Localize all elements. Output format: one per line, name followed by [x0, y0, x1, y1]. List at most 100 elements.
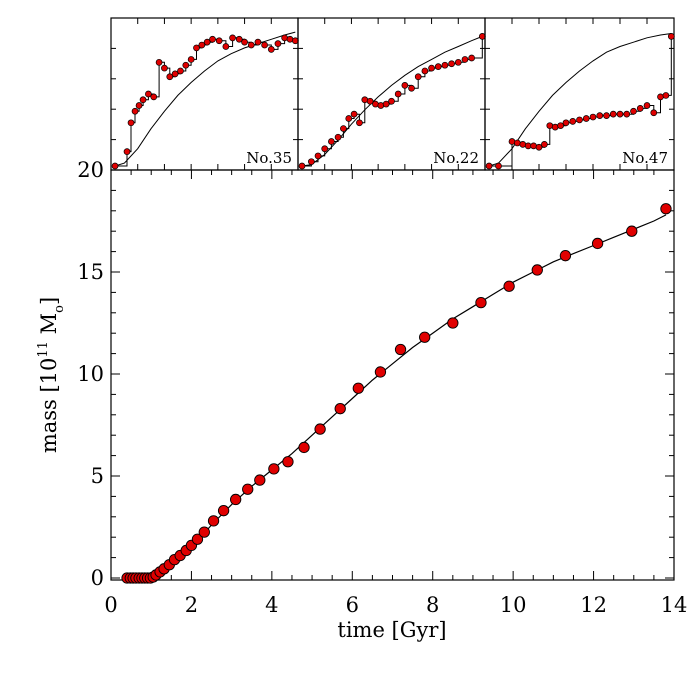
inset-data-point	[421, 67, 429, 75]
inset-data-point	[551, 123, 559, 131]
inset-data-point	[541, 141, 548, 148]
inset-data-points	[111, 34, 299, 170]
inset-data-point	[308, 158, 315, 166]
x-tick-label: 10	[500, 593, 527, 617]
inset-data-point	[356, 119, 363, 127]
inset-model-curve	[301, 35, 483, 167]
inset-data-point	[667, 33, 675, 40]
inset-data-point	[222, 43, 230, 50]
inset-data-point	[127, 119, 135, 127]
x-tick-label: 14	[661, 593, 688, 617]
data-point	[207, 515, 220, 527]
inset-data-point	[193, 44, 200, 52]
inset-data-point	[261, 41, 268, 49]
data-point	[298, 441, 310, 454]
inset-data-point	[519, 141, 527, 148]
inset-data-point	[209, 35, 216, 43]
inset-data-point	[662, 92, 670, 99]
inset-data-point	[434, 63, 442, 70]
inset-data-point	[441, 61, 449, 69]
data-point	[531, 264, 543, 276]
inset-data-point	[461, 56, 469, 63]
data-point	[591, 237, 604, 250]
inset-panel-no35: No.35	[110, 17, 299, 171]
data-point	[314, 423, 326, 435]
x-tick-label: 12	[580, 593, 607, 617]
inset-data-point	[123, 148, 131, 155]
x-tick-label: 8	[426, 593, 439, 617]
inset-data-point	[557, 122, 564, 130]
y-tick-label: 10	[77, 362, 104, 386]
inset-data-point	[596, 112, 604, 119]
inset-data-point	[623, 110, 631, 118]
y-axis-label: mass [1011 Mo]	[36, 297, 67, 453]
main-data-points	[121, 203, 672, 584]
inset-data-point	[514, 139, 521, 147]
y-tick-label: 0	[91, 566, 104, 590]
inset-data-point	[530, 142, 537, 150]
x-tick-label: 4	[265, 593, 278, 617]
inset-data-point	[603, 112, 610, 119]
inset-data-point	[495, 162, 502, 170]
inset-data-point	[247, 41, 255, 49]
inset-data-point	[388, 97, 395, 105]
inset-data-point	[161, 64, 168, 72]
data-point	[394, 343, 407, 356]
data-point	[198, 526, 210, 538]
inset-data-point	[454, 58, 462, 66]
inset-data-point	[508, 138, 516, 145]
main-plot-frame	[110, 169, 675, 581]
inset-data-point	[582, 115, 590, 122]
x-tick-label: 0	[104, 593, 117, 617]
data-point	[268, 463, 280, 475]
inset-data-point	[321, 145, 329, 153]
inset-data-point	[177, 67, 184, 75]
data-point	[419, 331, 431, 343]
inset-data-point	[150, 93, 158, 101]
inset-data-point	[198, 41, 206, 49]
inset-data-point	[350, 110, 358, 118]
inset-data-point	[131, 107, 139, 115]
inset-data-point	[546, 122, 554, 130]
inset-data-point	[657, 93, 664, 101]
data-point	[447, 317, 459, 329]
data-point	[660, 203, 672, 215]
inset-data-point	[235, 35, 243, 43]
x-tick-label: 6	[346, 593, 359, 617]
inset-data-point	[408, 84, 415, 92]
inset-data-point	[187, 56, 195, 63]
data-point	[334, 403, 346, 415]
y-tick-label: 5	[91, 464, 104, 488]
data-point	[217, 505, 230, 517]
inset-data-point	[562, 119, 570, 127]
inset-data-point	[139, 96, 147, 104]
inset-data-point	[401, 82, 409, 89]
inset-label-no35: No.35	[246, 149, 292, 167]
inset-data-point	[203, 38, 211, 46]
inset-data-point	[145, 90, 152, 98]
y-tick-label: 15	[77, 260, 104, 284]
inset-label-no22: No.22	[433, 149, 479, 167]
inset-data-point	[650, 109, 658, 117]
inset-data-point	[254, 38, 262, 46]
inset-step-line	[489, 36, 672, 167]
x-axis-label: time [Gyr]	[337, 618, 446, 642]
main-fit-curve	[127, 214, 667, 579]
y-axis-label-prefix: mass [10	[37, 358, 61, 454]
data-point	[559, 250, 572, 262]
data-point	[475, 296, 487, 309]
inset-data-point	[366, 97, 374, 105]
y-axis-label-suffix: ]	[37, 297, 61, 305]
y-tick-label: 20	[77, 158, 104, 182]
data-point	[230, 493, 242, 506]
inset-panel-no22: No.22	[297, 17, 486, 171]
inset-data-point	[166, 73, 174, 81]
inset-frame	[484, 17, 675, 171]
inset-data-point	[298, 162, 306, 170]
inset-data-point	[182, 61, 190, 69]
y-axis-label-sup: 11	[36, 341, 51, 358]
inset-data-point	[569, 118, 577, 125]
inset-data-point	[448, 60, 455, 68]
inset-data-point	[111, 162, 119, 170]
